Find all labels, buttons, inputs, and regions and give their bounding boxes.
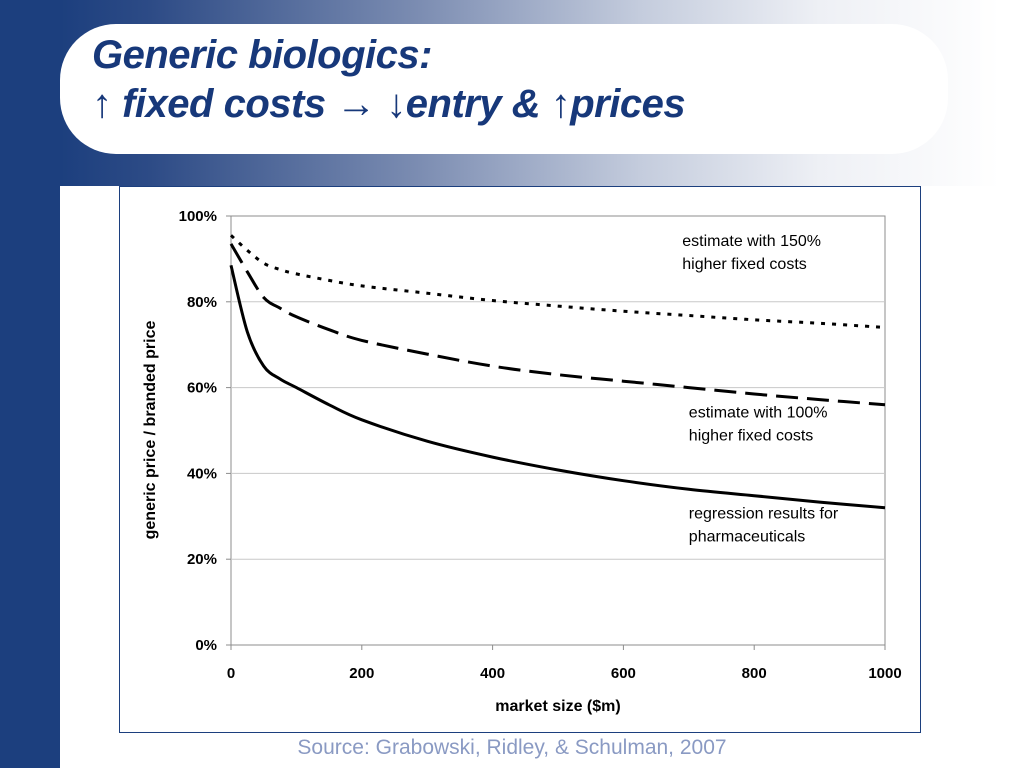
source-citation: Source: Grabowski, Ridley, & Schulman, 2… <box>297 736 727 759</box>
x-tick-label: 1000 <box>868 665 901 682</box>
y-tick-label: 60% <box>187 380 217 397</box>
series-line-solid <box>229 264 886 510</box>
x-tick-label: 600 <box>611 665 636 682</box>
slide-title-line-1: Generic biologics: <box>92 33 432 77</box>
annotation-text: pharmaceuticals <box>689 528 806 545</box>
chart-frame: 0% 20% 40% 60% 80% 100% 0 200 400 600 800 1000 est… <box>119 186 921 733</box>
gridlines <box>231 301 885 560</box>
series-line-dashed <box>229 243 886 407</box>
annotation-text: higher fixed costs <box>689 428 814 445</box>
annotation-text: estimate with 150% <box>682 233 821 250</box>
x-tick-labels: 0 200 400 600 800 1000 <box>227 645 902 682</box>
y-axis-title: generic price / branded price <box>142 321 159 540</box>
slide-title-line-2: ↑ fixed costs → ↓entry & ↑prices <box>92 82 686 126</box>
x-tick-label: 800 <box>742 665 767 682</box>
annotation-text: regression results for <box>689 505 839 522</box>
x-axis-title: market size ($m) <box>495 698 620 715</box>
x-tick-label: 400 <box>480 665 505 682</box>
y-tick-labels: 0% 20% 40% 60% 80% 100% <box>179 208 231 654</box>
annotation-text: higher fixed costs <box>682 256 807 273</box>
series-lines <box>229 234 886 510</box>
x-tick-label: 0 <box>227 665 235 682</box>
price-vs-market-size-chart: 0% 20% 40% 60% 80% 100% 0 200 400 600 800 1000 est… <box>142 208 902 715</box>
y-tick-label: 100% <box>179 208 217 225</box>
y-tick-label: 40% <box>187 465 217 482</box>
annotation-text: estimate with 100% <box>689 405 828 422</box>
y-tick-label: 0% <box>195 637 217 654</box>
title-box <box>60 24 948 154</box>
plot-area <box>230 215 886 646</box>
annotations: estimate with 150% higher fixed costs esti… <box>682 233 839 545</box>
y-tick-label: 80% <box>187 294 217 311</box>
x-tick-label: 200 <box>349 665 374 682</box>
y-tick-label: 20% <box>187 551 217 568</box>
